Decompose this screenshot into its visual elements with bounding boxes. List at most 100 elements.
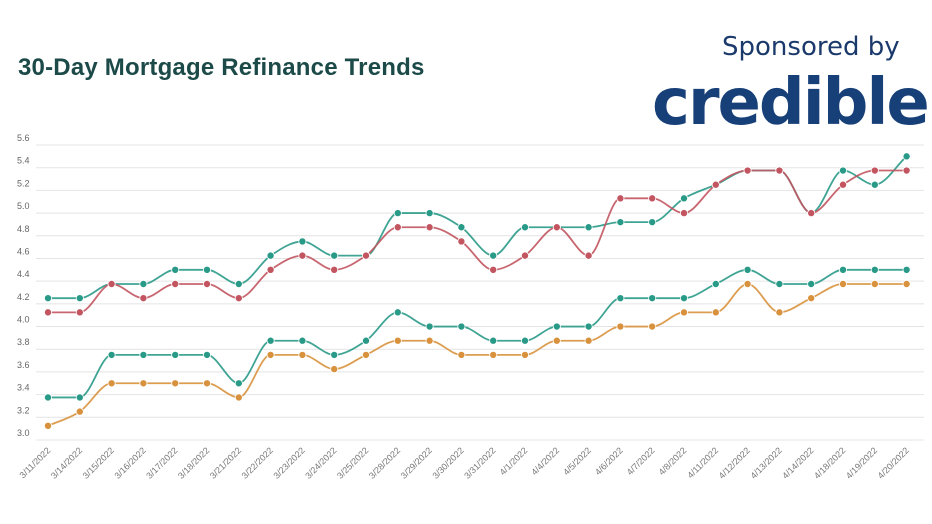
- data-point: [457, 223, 466, 232]
- data-point: [807, 209, 816, 218]
- x-tick-label: 3/25/2022: [335, 445, 370, 480]
- x-tick-label: 3/11/2022: [18, 445, 53, 480]
- data-point: [870, 265, 879, 274]
- x-tick-label: 3/31/2022: [462, 445, 497, 480]
- x-tick-label: 3/23/2022: [271, 445, 306, 480]
- data-point: [616, 294, 625, 303]
- data-point: [870, 279, 879, 288]
- data-point: [139, 379, 148, 388]
- data-point: [298, 251, 307, 260]
- data-point: [393, 308, 402, 317]
- data-point: [616, 194, 625, 203]
- x-tick-label: 4/12/2022: [717, 445, 752, 480]
- data-point: [616, 322, 625, 331]
- x-tick-label: 3/18/2022: [176, 445, 211, 480]
- data-point: [775, 166, 784, 175]
- data-point: [839, 180, 848, 189]
- x-tick-label: 4/13/2022: [748, 445, 783, 480]
- data-point: [361, 251, 370, 260]
- data-point: [425, 336, 434, 345]
- data-point: [234, 294, 243, 303]
- data-point: [266, 265, 275, 274]
- data-point: [425, 209, 434, 218]
- data-point: [457, 350, 466, 359]
- y-tick-label: 4.6: [17, 246, 30, 256]
- data-point: [202, 279, 211, 288]
- data-point: [44, 308, 53, 317]
- data-point: [139, 350, 148, 359]
- series-line-1: [47, 169, 907, 314]
- y-tick-label: 5.4: [17, 156, 30, 166]
- y-tick-label: 4.8: [17, 224, 30, 234]
- credible-logo: credible: [652, 66, 930, 140]
- y-tick-label: 5.6: [17, 133, 30, 143]
- data-point: [743, 279, 752, 288]
- x-tick-label: 4/4/2022: [529, 445, 561, 477]
- data-point: [839, 265, 848, 274]
- x-tick-label: 4/8/2022: [657, 445, 689, 477]
- data-point: [521, 350, 530, 359]
- data-point: [457, 322, 466, 331]
- data-point: [552, 322, 561, 331]
- x-tick-label: 4/11/2022: [685, 445, 720, 480]
- data-point: [648, 218, 657, 227]
- x-tick-label: 3/28/2022: [367, 445, 402, 480]
- data-point: [298, 336, 307, 345]
- data-point: [266, 350, 275, 359]
- data-point: [743, 265, 752, 274]
- x-tick-label: 4/5/2022: [561, 445, 593, 477]
- data-point: [107, 279, 116, 288]
- y-tick-label: 3.2: [17, 405, 30, 415]
- y-tick-label: 4.0: [17, 315, 30, 325]
- data-point: [902, 166, 911, 175]
- data-point: [298, 350, 307, 359]
- data-point: [457, 237, 466, 246]
- data-point: [680, 308, 689, 317]
- data-point: [171, 379, 180, 388]
- data-point: [425, 322, 434, 331]
- y-tick-label: 4.2: [17, 292, 30, 302]
- y-tick-label: 3.0: [17, 428, 30, 438]
- data-point: [234, 393, 243, 402]
- data-point: [902, 265, 911, 274]
- data-point: [775, 308, 784, 317]
- x-tick-label: 3/17/2022: [144, 445, 179, 480]
- data-point: [584, 322, 593, 331]
- data-point: [584, 251, 593, 260]
- data-point: [489, 350, 498, 359]
- data-point: [171, 265, 180, 274]
- data-point: [393, 336, 402, 345]
- data-point: [171, 350, 180, 359]
- data-point: [202, 265, 211, 274]
- data-point: [202, 379, 211, 388]
- x-tick-label: 3/14/2022: [49, 445, 84, 480]
- data-point: [393, 209, 402, 218]
- y-tick-label: 3.6: [17, 360, 30, 370]
- data-point: [584, 223, 593, 232]
- data-point: [202, 350, 211, 359]
- data-point: [711, 308, 720, 317]
- data-point: [839, 279, 848, 288]
- data-point: [330, 251, 339, 260]
- data-point: [75, 407, 84, 416]
- data-point: [552, 336, 561, 345]
- data-point: [807, 279, 816, 288]
- data-point: [107, 379, 116, 388]
- series-line-0: [48, 155, 908, 300]
- data-point: [489, 336, 498, 345]
- sponsor-label: Sponsored by: [722, 32, 900, 62]
- x-tick-label: 4/1/2022: [498, 445, 530, 477]
- chart-title: 30-Day Mortgage Refinance Trends: [18, 54, 425, 81]
- x-tick-label: 4/20/2022: [876, 445, 911, 480]
- x-tick-label: 3/16/2022: [112, 445, 147, 480]
- data-point: [839, 166, 848, 175]
- data-point: [44, 421, 53, 430]
- data-point: [393, 223, 402, 232]
- data-point: [648, 322, 657, 331]
- data-point: [521, 251, 530, 260]
- x-tick-label: 4/6/2022: [593, 445, 625, 477]
- data-point: [711, 180, 720, 189]
- x-tick-label: 3/29/2022: [399, 445, 434, 480]
- series-line-3: [47, 283, 907, 427]
